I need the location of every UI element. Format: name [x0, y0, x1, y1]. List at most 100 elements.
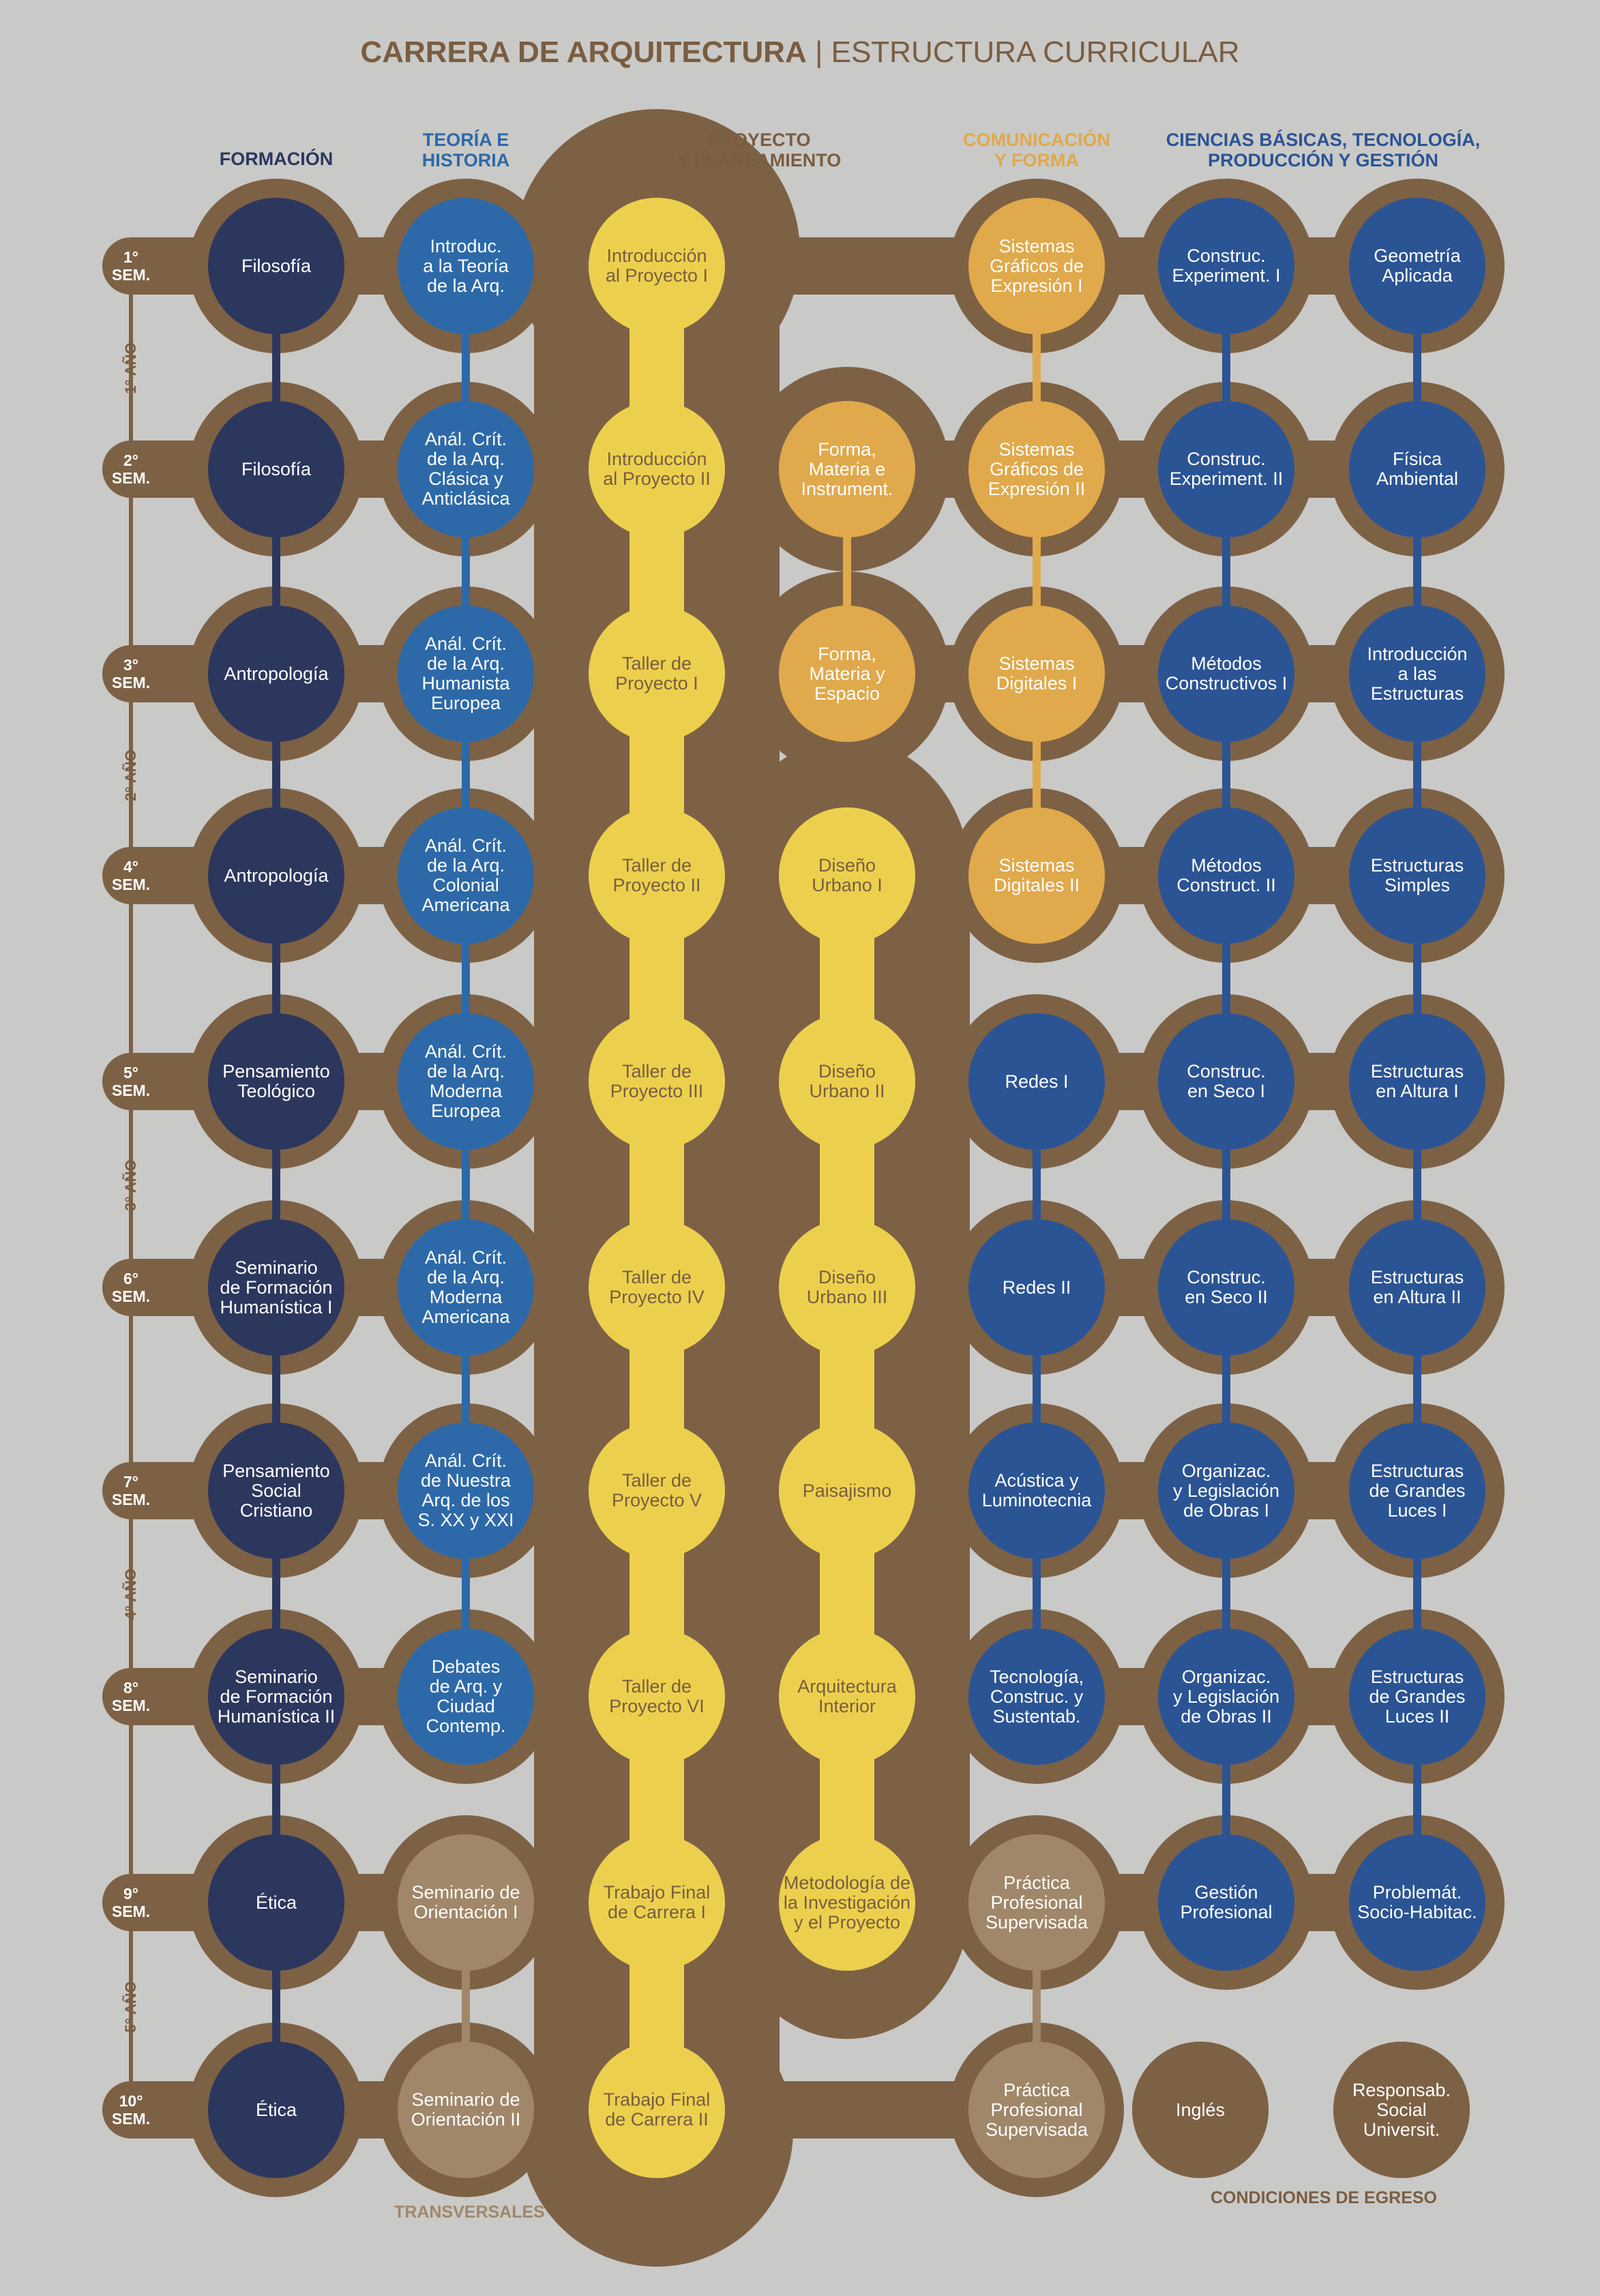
formacion-course: Pensamiento Teológico	[208, 1013, 344, 1150]
ciencias-course-label: Construc. Experiment. I	[1172, 245, 1281, 286]
comunicacion-course: Práctica Profesional Supervisada	[968, 1834, 1105, 1971]
proyecto-course-label: Trabajo Final de Carrera I	[603, 1882, 711, 1922]
ciencias-course: Métodos Construct. II	[1158, 807, 1294, 944]
proyecto2-course-label: Forma, Materia y Espacio	[809, 643, 885, 704]
teoria-course-label: Debates de Arq. y Ciudad Contemp.	[426, 1656, 506, 1736]
teoria-course-label: Anál. Crít. de la Arq. Moderna Americana	[421, 1247, 510, 1327]
teoria-course: Anál. Crít. de la Arq. Clásica y Anticlá…	[398, 401, 534, 537]
proyecto2-course: Diseño Urbano III	[779, 1219, 915, 1356]
formacion-course-label: Pensamiento Teológico	[222, 1061, 330, 1101]
teoria-course: Anál. Crít. de Nuestra Arq. de los S. XX…	[398, 1422, 534, 1559]
teoria-course-label: Seminario de Orientación II	[411, 2089, 521, 2130]
ciencias-course-label: Métodos Constructivos I	[1165, 653, 1288, 694]
proyecto-course: Taller de Proyecto I	[589, 606, 725, 742]
title-rest: | ESTRUCTURA CURRICULAR	[806, 35, 1240, 69]
proyecto2-course: Paisajismo	[779, 1422, 915, 1559]
comunicacion-course-label: Redes II	[1002, 1277, 1071, 1298]
proyecto2-course: Diseño Urbano II	[779, 1013, 915, 1150]
formacion-course-label: Ética	[255, 1892, 297, 1913]
egreso-condition-label: Inglés	[1175, 2099, 1226, 2120]
comunicacion-course-label: Tecnología, Construc. y Sustentab.	[989, 1666, 1084, 1727]
ciencias-course: Organizac. y Legislación de Obras II	[1158, 1628, 1294, 1765]
egreso-condition-label: Responsab. Social Universit.	[1352, 2079, 1451, 2140]
ciencias-course: Estructuras en Altura II	[1349, 1219, 1485, 1356]
ciencias-course: Construc. en Seco II	[1158, 1219, 1294, 1356]
formacion-course: Antropología	[208, 807, 344, 944]
teoria-course-label: Anál. Crít. de la Arq. Humanista Europea	[421, 633, 510, 713]
comunicacion-course: Tecnología, Construc. y Sustentab.	[968, 1628, 1105, 1765]
footer-transversales: TRANSVERSALES	[394, 2203, 545, 2222]
semester-label: 9° SEM.	[111, 1885, 151, 1920]
teoria-course: Anál. Crít. de la Arq. Humanista Europea	[398, 606, 534, 742]
proyecto2-course-label: Forma, Materia e Instrument.	[801, 438, 893, 499]
ciencias-course-label: Geometría Aplicada	[1374, 245, 1461, 286]
semester-label: 6° SEM.	[111, 1270, 151, 1305]
ciencias-course: Problemát. Socio-Habitac.	[1349, 1834, 1485, 1971]
comunicacion-course: Práctica Profesional Supervisada	[968, 2042, 1105, 2178]
proyecto-course-label: Taller de Proyecto V	[611, 1470, 702, 1510]
column-header: TEORÍA E HISTORIA	[421, 130, 510, 170]
ciencias-course: Introducción a las Estructuras	[1349, 606, 1485, 742]
teoria-course: Seminario de Orientación II	[398, 2042, 534, 2178]
comunicacion-course-label: Redes I	[1005, 1071, 1069, 1092]
formacion-course-label: Seminario de Formación Humanística I	[220, 1257, 333, 1317]
ciencias-course: Construc. Experiment. I	[1158, 198, 1294, 334]
ciencias-course-label: Estructuras de Grandes Luces II	[1369, 1666, 1466, 1727]
ciencias-course-label: Métodos Construct. II	[1176, 855, 1276, 895]
proyecto2-course: Diseño Urbano I	[779, 807, 915, 944]
ciencias-course-label: Organizac. y Legislación de Obras II	[1172, 1666, 1280, 1727]
ciencias-course-label: Estructuras de Grandes Luces I	[1369, 1460, 1466, 1521]
teoria-course: Seminario de Orientación I	[398, 1834, 534, 1971]
formacion-course: Seminario de Formación Humanística I	[208, 1219, 344, 1356]
semester-label: 5° SEM.	[111, 1064, 151, 1099]
formacion-course: Filosofía	[208, 198, 344, 334]
ciencias-course-label: Estructuras en Altura I	[1370, 1061, 1464, 1101]
formacion-course-label: Pensamiento Social Cristiano	[222, 1460, 330, 1521]
ciencias-course: Estructuras en Altura I	[1349, 1013, 1485, 1150]
ciencias-course-label: Organizac. y Legislación de Obras I	[1172, 1460, 1280, 1521]
ciencias-course: Geometría Aplicada	[1349, 198, 1485, 334]
semester-label: 3° SEM.	[111, 656, 151, 691]
ciencias-course-label: Introducción a las Estructuras	[1367, 643, 1468, 704]
column-header: COMUNICACIÓN Y FORMA	[963, 130, 1110, 170]
ciencias-course-label: Construc. en Seco II	[1185, 1267, 1268, 1307]
comunicacion-course: Sistemas Digitales II	[968, 807, 1105, 944]
year-label: 5° AÑO	[122, 1981, 139, 2033]
semester-label: 2° SEM.	[111, 451, 151, 487]
year-label: 1° AÑO	[122, 342, 139, 394]
comunicacion-course-label: Sistemas Gráficos de Expresión I	[989, 235, 1084, 296]
proyecto-course-label: Taller de Proyecto VI	[609, 1676, 705, 1716]
ciencias-course-label: Problemát. Socio-Habitac.	[1357, 1882, 1477, 1922]
ciencias-course-label: Construc. en Seco I	[1187, 1061, 1266, 1101]
proyecto2-course-label: Metodología de la Investigación y el Pro…	[783, 1872, 911, 1933]
comunicacion-course: Sistemas Gráficos de Expresión I	[968, 198, 1105, 334]
proyecto2-course: Arquitectura Interior	[779, 1628, 915, 1765]
proyecto-course-label: Introducción al Proyecto II	[603, 449, 711, 489]
formacion-course: Antropología	[208, 606, 344, 742]
formacion-course: Ética	[208, 2042, 344, 2178]
comunicacion-course-label: Acústica y Luminotecnia	[981, 1470, 1092, 1510]
ciencias-course: Métodos Constructivos I	[1158, 606, 1294, 742]
proyecto-course: Introducción al Proyecto II	[589, 401, 725, 537]
proyecto-course-label: Taller de Proyecto I	[615, 653, 698, 694]
teoria-course: Anál. Crít. de la Arq. Colonial American…	[398, 807, 534, 944]
proyecto2-course: Forma, Materia e Instrument.	[779, 401, 915, 537]
ciencias-course-label: Estructuras en Altura II	[1370, 1267, 1464, 1307]
comunicacion-course: Sistemas Gráficos de Expresión II	[968, 401, 1105, 537]
proyecto2-course-label: Diseño Urbano I	[812, 855, 883, 895]
teoria-course-label: Anál. Crít. de Nuestra Arq. de los S. XX…	[417, 1450, 514, 1530]
teoria-course: Introduc. a la Teoría de la Arq.	[398, 198, 534, 334]
ciencias-course: Construc. en Seco I	[1158, 1013, 1294, 1150]
ciencias-course-label: Gestión Profesional	[1180, 1882, 1273, 1922]
semester-label: 4° SEM.	[111, 858, 151, 893]
proyecto-course: Taller de Proyecto V	[589, 1422, 725, 1559]
proyecto-course: Taller de Proyecto III	[589, 1013, 725, 1150]
teoria-course-label: Anál. Crít. de la Arq. Clásica y Anticlá…	[421, 429, 510, 509]
proyecto-course: Trabajo Final de Carrera I	[589, 1834, 725, 1971]
proyecto-course: Taller de Proyecto II	[589, 807, 725, 944]
year-label: 4° AÑO	[122, 1568, 139, 1620]
formacion-course: Pensamiento Social Cristiano	[208, 1422, 344, 1559]
ciencias-course-label: Estructuras Simples	[1370, 855, 1464, 895]
proyecto-course: Taller de Proyecto IV	[589, 1219, 725, 1356]
